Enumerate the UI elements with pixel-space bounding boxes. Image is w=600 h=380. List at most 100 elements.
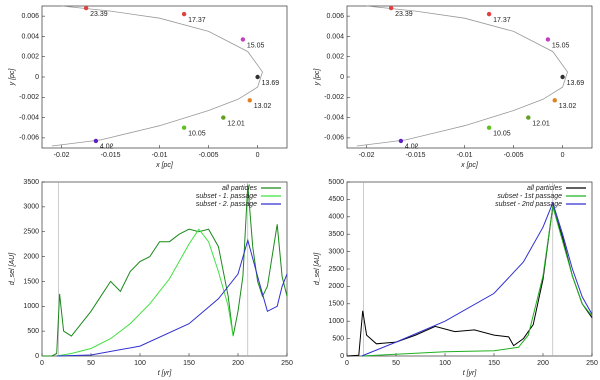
x-tick-label: -0.01 [152,152,168,159]
x-tick-label: -0.015 [101,152,121,159]
x-tick-label: 150 [488,360,500,367]
x-tick-label: 100 [134,360,146,367]
point-label: 23.39 [90,11,108,18]
point [388,5,394,11]
point-label: 12.01 [227,120,245,127]
x-tick-label: -0.02 [359,152,375,159]
x-tick-label: 250 [281,360,293,367]
y-tick-label: 0 [340,353,344,360]
x-tick-label: -0.01 [457,152,473,159]
y-tick-label: 0.002 [21,54,39,61]
y-tick-label: 4000 [328,214,344,221]
x-axis-label: x [pc] [155,162,174,169]
x-tick-label: -0.005 [199,152,219,159]
point [93,138,99,144]
series-line [42,184,288,357]
x-tick-label: 150 [183,360,195,367]
point [83,5,89,11]
y-tick-label: 500 [27,328,39,335]
legend-label: subset - 2nd passage [495,201,562,208]
point [545,37,551,42]
point-label: 4.02 [405,144,419,151]
y-axis-label: y [pc] [314,68,321,87]
y-tick-label: 2000 [328,283,344,290]
legend-label: subset - 1st passage [497,193,562,200]
y-tick-label: 2500 [328,266,344,273]
point [240,37,246,42]
y-tick-label: 3500 [328,231,344,238]
x-tick-label: 50 [392,360,400,367]
y-tick-label: 3000 [23,204,39,211]
point-label: 17.37 [493,17,511,24]
point [526,115,531,120]
plot-frame [346,5,593,149]
y-tick-label: 1500 [328,301,344,308]
point-label: 15.05 [247,42,265,49]
x-tick-label: 200 [232,360,244,367]
y-tick-label: -0.002 [324,94,344,101]
point-label: 10.05 [493,131,511,138]
y-tick-label: 0 [35,74,39,81]
y-tick-label: 4500 [328,196,344,203]
y-tick-label: 0 [340,74,344,81]
point-label: 13.69 [262,80,280,87]
point [486,125,492,130]
y-tick-label: -0.006 [324,135,344,142]
y-tick-label: 1500 [23,278,39,285]
point [181,11,187,17]
x-tick-label: 200 [537,360,549,367]
y-tick-label: 3500 [23,179,39,186]
series-line [361,201,593,357]
y-tick-label: 500 [332,335,344,342]
x-tick-label: 0 [345,360,349,367]
y-axis-label: y [pc] [9,68,16,87]
legend-label: subset - 1. passage [196,193,257,200]
legend-label: subset - 2. passage [196,201,257,208]
x-tick-label: -0.005 [504,152,524,159]
series-line [56,238,288,357]
x-axis-label: t [yr] [463,370,478,377]
x-tick-label: 50 [87,360,95,367]
x-axis-label: t [yr] [158,370,173,377]
x-tick-label: 250 [586,360,598,367]
point [247,98,252,103]
y-tick-label: 2500 [23,229,39,236]
x-tick-label: 0 [256,152,260,159]
point [486,11,492,17]
plot-frame [41,181,288,357]
point-label: 13.02 [559,103,577,110]
point-label: 23.39 [395,11,413,18]
point-label: 13.69 [567,80,585,87]
series-line [51,5,263,147]
legend-label: all particles [527,185,563,192]
plot-frame [41,5,288,149]
point-label: 15.05 [552,42,570,49]
point-label: 12.01 [532,120,550,127]
y-tick-label: -0.002 [19,94,39,101]
y-tick-label: 0.004 [326,33,344,40]
y-tick-label: 5000 [328,179,344,186]
y-tick-label: 2000 [23,253,39,260]
x-tick-label: 0 [40,360,44,367]
y-tick-label: 1000 [23,303,39,310]
y-tick-label: -0.004 [324,114,344,121]
y-axis-label: d_sel [AU] [9,252,16,285]
y-axis-label: d_sel [AU] [314,252,321,285]
y-tick-label: 0.006 [21,13,39,20]
series-line [346,206,593,357]
y-tick-label: -0.006 [19,135,39,142]
x-tick-label: -0.02 [54,152,70,159]
x-tick-label: -0.015 [406,152,426,159]
point-label: 10.05 [188,131,206,138]
series-line [356,5,568,147]
x-axis-label: x [pc] [460,162,479,169]
point [221,115,226,120]
y-tick-label: 0.006 [326,13,344,20]
x-tick-label: 100 [439,360,451,367]
series-line [361,206,593,357]
series-line [56,228,234,357]
y-tick-label: -0.004 [19,114,39,121]
legend-label: all particles [222,185,258,192]
point [560,74,565,80]
